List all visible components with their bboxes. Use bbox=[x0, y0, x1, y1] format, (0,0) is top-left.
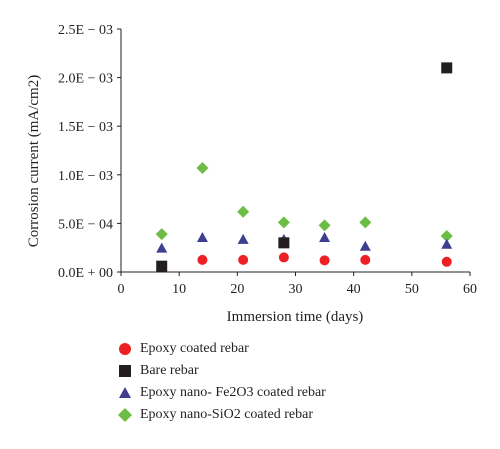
y-tick-label: 2.0E − 03 bbox=[58, 72, 113, 87]
legend-item-sio2: Epoxy nano-SiO2 coated rebar bbox=[110, 404, 470, 426]
data-point-diamond bbox=[277, 216, 290, 229]
legend-marker-square bbox=[110, 360, 140, 382]
data-point-diamond bbox=[155, 228, 168, 241]
data-point-triangle bbox=[319, 231, 331, 242]
y-tick-label: 2.5E − 03 bbox=[58, 23, 113, 38]
data-point-triangle bbox=[196, 231, 208, 242]
data-point-circle bbox=[197, 254, 208, 265]
data-point-triangle bbox=[441, 238, 453, 249]
data-point-triangle bbox=[237, 233, 249, 244]
data-point-circle bbox=[319, 255, 330, 266]
x-tick-label: 0 bbox=[118, 282, 125, 297]
data-marks bbox=[155, 62, 453, 272]
x-tick-label: 10 bbox=[172, 282, 186, 297]
data-point-square bbox=[278, 237, 290, 249]
legend-label: Epoxy nano-SiO2 coated rebar bbox=[140, 407, 313, 422]
data-point-diamond bbox=[196, 161, 209, 174]
axes bbox=[120, 29, 470, 273]
y-tick-label: 5.0E − 04 bbox=[58, 217, 113, 232]
legend-item-bare: Bare rebar bbox=[110, 360, 470, 382]
x-tick-label: 40 bbox=[347, 282, 361, 297]
data-point-circle bbox=[441, 256, 452, 267]
legend: Epoxy coated rebar Bare rebar Epoxy nano… bbox=[110, 338, 470, 426]
ticks: 0 10 20 30 40 50 60 0.0E + 00 5.0E − 04 1.0E − 03… bbox=[58, 23, 477, 297]
legend-item-fe2o3: Epoxy nano- Fe2O3 coated rebar bbox=[110, 382, 470, 404]
data-point-diamond bbox=[237, 205, 250, 218]
y-tick-label: 1.5E − 03 bbox=[58, 120, 113, 135]
legend-label: Epoxy nano- Fe2O3 coated rebar bbox=[140, 385, 326, 400]
data-point-triangle bbox=[156, 242, 168, 253]
legend-label: Bare rebar bbox=[140, 363, 199, 378]
y-tick-label: 1.0E − 03 bbox=[58, 169, 113, 184]
y-axis-title: Corrosion current (mA/cm2) bbox=[26, 75, 42, 247]
data-point-diamond bbox=[318, 219, 331, 232]
x-tick-label: 60 bbox=[463, 282, 477, 297]
data-point-square bbox=[441, 62, 453, 74]
data-point-triangle bbox=[359, 240, 371, 251]
data-point-diamond bbox=[440, 230, 453, 243]
x-tick-label: 50 bbox=[405, 282, 419, 297]
data-point-diamond bbox=[359, 216, 372, 229]
x-axis-title: Immersion time (days) bbox=[227, 309, 364, 325]
y-tick-label: 0.0E + 00 bbox=[58, 266, 113, 281]
data-point-circle bbox=[238, 254, 249, 265]
legend-item-epoxy: Epoxy coated rebar bbox=[110, 338, 470, 360]
legend-marker-circle bbox=[110, 338, 140, 360]
x-tick-label: 30 bbox=[289, 282, 303, 297]
x-tick-label: 20 bbox=[230, 282, 244, 297]
data-point-circle bbox=[360, 254, 371, 265]
legend-label: Epoxy coated rebar bbox=[140, 341, 249, 356]
legend-marker-diamond bbox=[110, 404, 140, 426]
data-point-circle bbox=[278, 252, 289, 263]
data-point-square bbox=[156, 260, 168, 272]
legend-marker-triangle bbox=[110, 382, 140, 404]
